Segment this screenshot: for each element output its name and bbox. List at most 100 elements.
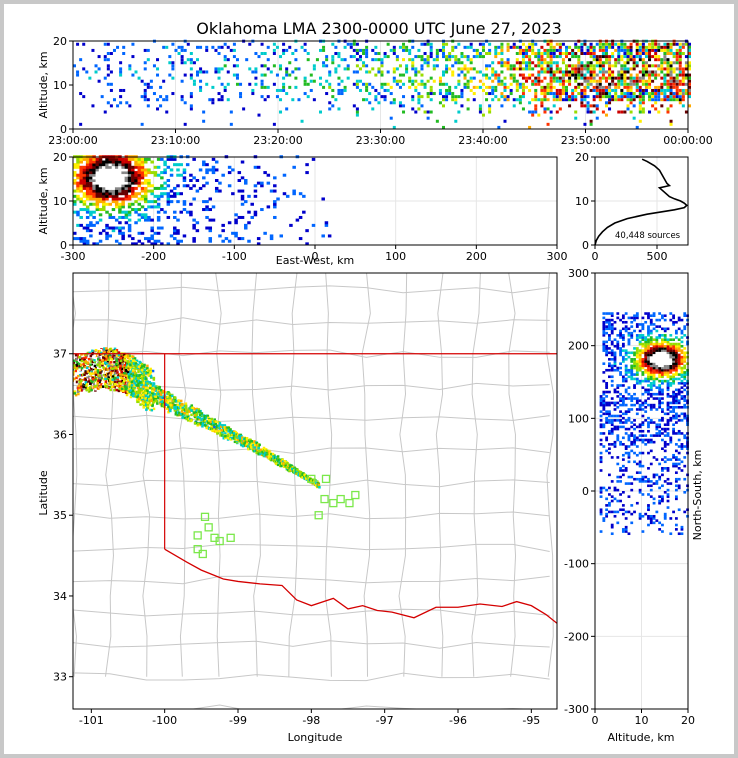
time-height-cell — [122, 88, 126, 92]
time-height-cell — [389, 101, 393, 105]
north-south-cell — [608, 473, 611, 477]
plan-view-source-cell — [91, 349, 94, 353]
plan-view-source-cell — [184, 410, 187, 413]
east-west-cell — [76, 194, 80, 198]
east-west-cell — [127, 226, 132, 230]
time-height-cell — [595, 82, 599, 86]
time-height-cell — [675, 79, 679, 83]
time-height-cell — [358, 88, 362, 92]
north-south-cell — [647, 508, 650, 512]
time-height-cell — [232, 48, 236, 52]
east-west-cell — [160, 157, 164, 161]
time-height-cell — [681, 52, 685, 55]
time-height-cell — [408, 85, 412, 89]
time-height-cell — [454, 55, 458, 59]
time-height-cell — [601, 88, 605, 92]
east-west-cell — [118, 210, 122, 214]
time-height-cell — [620, 73, 624, 77]
time-height-cell — [442, 125, 445, 129]
east-west-cell — [114, 168, 119, 172]
plan-view-source-cell — [244, 444, 248, 448]
plan-view-source-cell — [246, 440, 249, 444]
plan-view-source-cell — [280, 464, 283, 468]
plan-view-source-cell — [168, 405, 172, 408]
plan-view-source-cell — [137, 365, 141, 368]
time-height-cell — [352, 104, 356, 108]
plan-view-source-cell — [98, 382, 101, 385]
plan-view-source-cell — [201, 421, 205, 424]
east-west-cell — [95, 186, 100, 190]
time-height-cell — [189, 76, 193, 80]
east-west-cell — [150, 189, 154, 193]
plan-view-source-cell — [167, 392, 170, 396]
time-height-cell — [580, 95, 584, 99]
time-height-cell — [438, 92, 442, 96]
plan-view-source-cell — [109, 361, 113, 364]
east-west-cell — [131, 202, 135, 206]
plan-view-source-cell — [223, 424, 227, 427]
east-west-cell — [111, 176, 116, 180]
plan-view-source-cell — [74, 369, 78, 373]
time-height-cell — [263, 52, 267, 55]
north-south-cell — [658, 528, 662, 531]
east-west-cell — [134, 165, 138, 169]
time-height-cell — [681, 64, 685, 68]
east-west-cell — [118, 205, 122, 209]
plan-view-source-cell — [179, 406, 183, 409]
time-height-cell — [429, 45, 433, 49]
time-height-cell — [531, 42, 535, 46]
plan-view-source-cell — [144, 381, 148, 384]
time-height-cell — [620, 70, 624, 74]
time-height-cell — [429, 76, 433, 80]
time-height-cell — [423, 110, 427, 114]
east-west-cell — [98, 197, 103, 201]
east-west-cell — [98, 157, 103, 161]
east-west-cell — [153, 165, 158, 169]
time-height-cell — [429, 55, 433, 59]
time-height-cell — [614, 98, 618, 102]
plan-view-source-cell — [129, 363, 132, 367]
time-height-cell — [626, 104, 630, 108]
time-height-cell — [365, 88, 369, 92]
plan-view-source-cell — [133, 370, 137, 373]
plan-view-source-cell — [99, 385, 102, 389]
east-west-cell — [85, 189, 90, 193]
time-height-cell — [651, 85, 655, 89]
time-height-cell — [663, 73, 667, 77]
east-west-cell — [147, 157, 151, 161]
time-height-cell — [420, 58, 424, 62]
east-west-cell — [166, 179, 171, 182]
time-height-cell — [420, 64, 424, 68]
time-height-cell — [211, 85, 215, 89]
time-height-cell — [448, 67, 452, 71]
lma-station-marker — [321, 474, 331, 484]
north-south-cell — [666, 477, 670, 481]
time-height-cell — [528, 73, 532, 77]
time-height-cell — [365, 45, 369, 49]
north-south-cell — [649, 514, 653, 518]
east-west-cell — [102, 179, 106, 182]
histogram-xtick-label: 0 — [592, 250, 599, 263]
time-height-cell — [395, 82, 399, 86]
plan-view-source-cell — [77, 374, 80, 378]
plan-view-ytick-label: 34 — [53, 590, 67, 603]
east-west-cell — [240, 202, 245, 206]
time-height-cell — [537, 73, 541, 77]
time-height-cell — [635, 76, 639, 80]
east-west-cell — [298, 237, 303, 241]
east-west-cell — [121, 179, 125, 182]
time-height-cell — [355, 70, 359, 74]
north-south-cell — [649, 519, 653, 522]
north-south-cell — [627, 475, 631, 479]
east-west-cell — [85, 184, 90, 188]
east-west-cell — [73, 231, 77, 235]
time-height-cell — [592, 85, 596, 89]
time-height-cell — [638, 85, 642, 89]
time-height-cell — [426, 42, 430, 46]
time-height-cell — [638, 45, 642, 49]
time-height-cell — [543, 98, 547, 102]
time-height-cell — [543, 48, 547, 52]
north-south-cell — [610, 495, 614, 498]
east-west-cell — [169, 200, 174, 204]
time-height-cell — [272, 52, 276, 55]
